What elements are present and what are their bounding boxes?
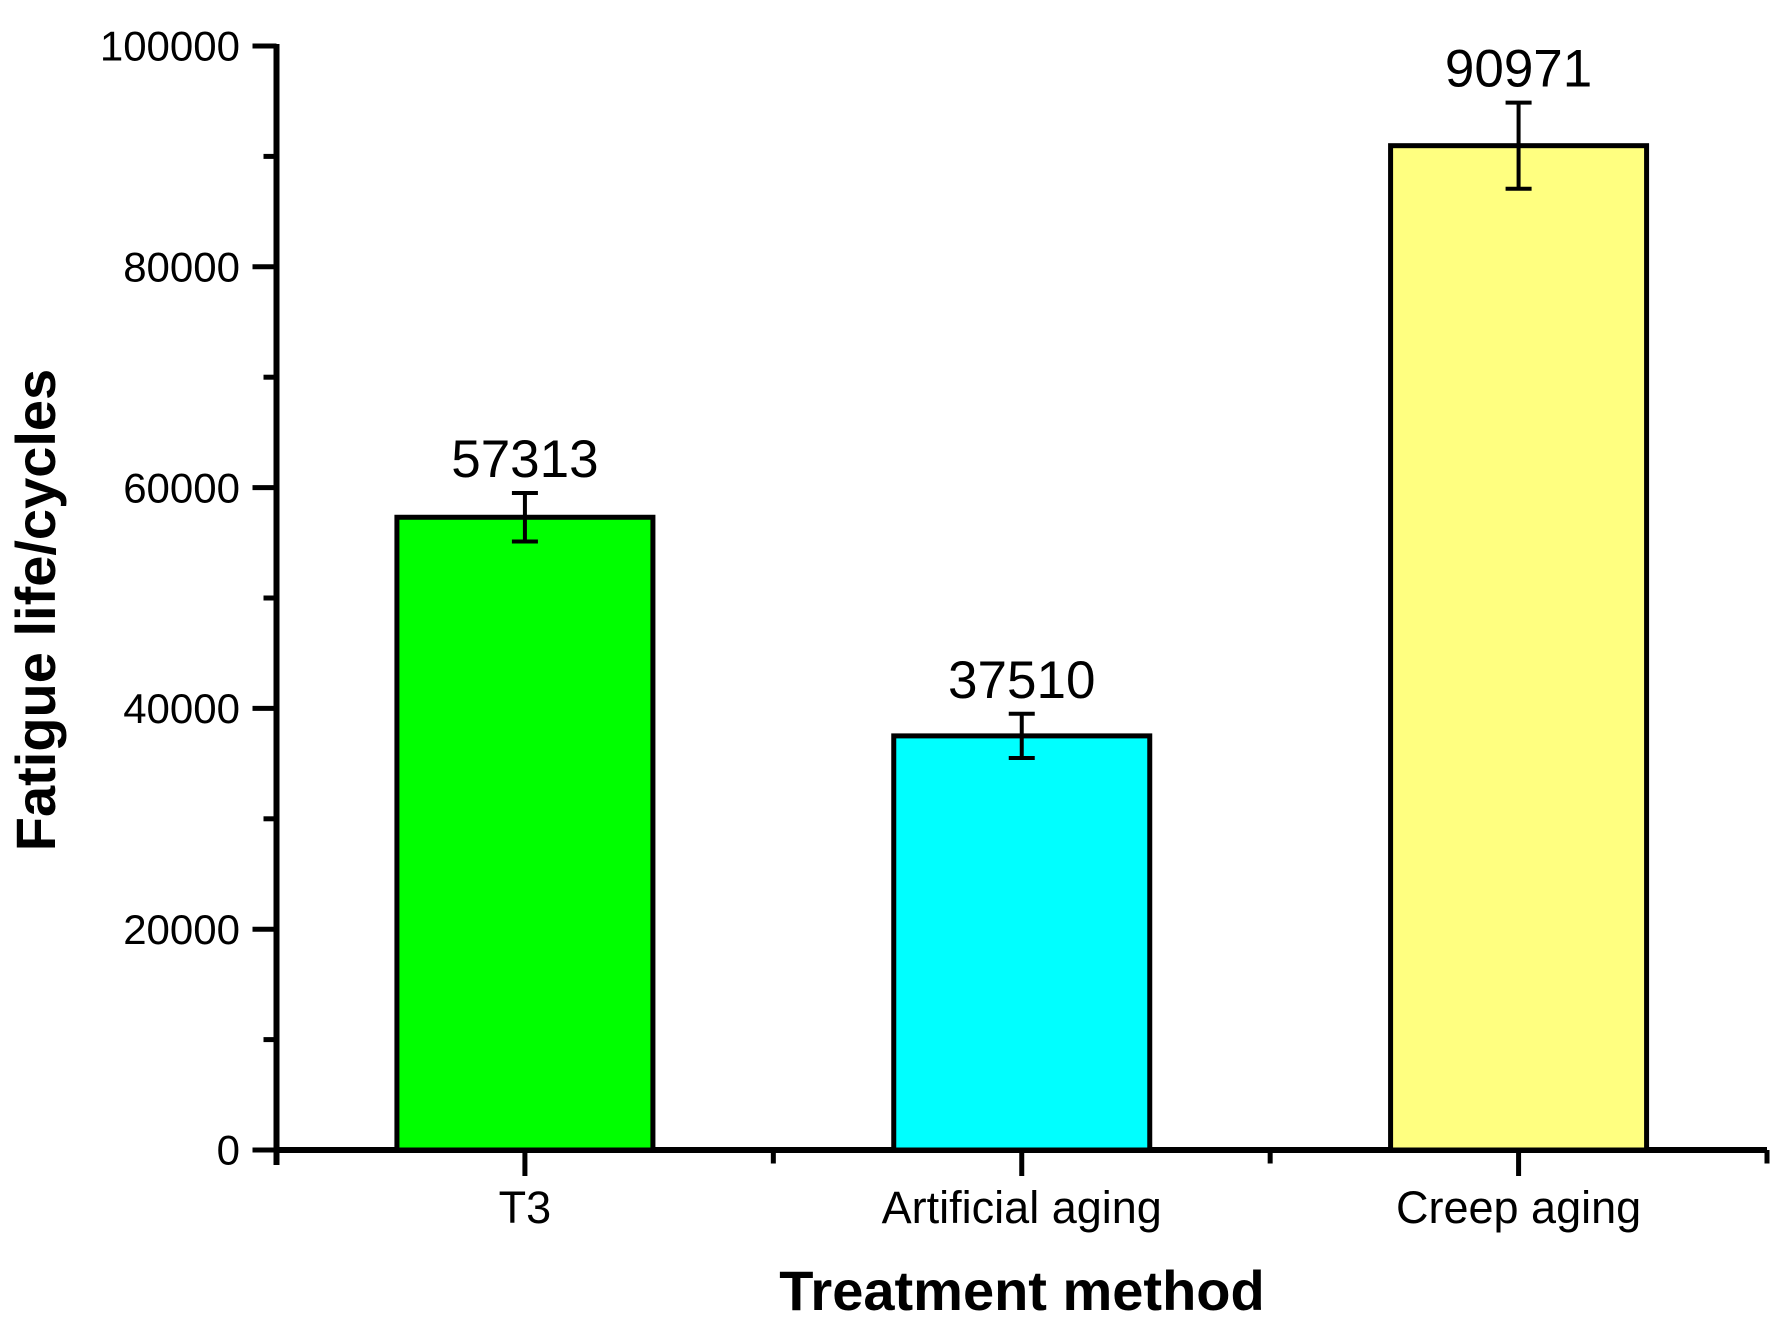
y-tick-label: 100000 bbox=[100, 23, 240, 70]
x-tick-label: Artificial aging bbox=[882, 1182, 1162, 1233]
y-tick-label: 20000 bbox=[123, 906, 240, 953]
bar bbox=[394, 514, 656, 1153]
bar bbox=[891, 733, 1153, 1153]
chart-generated-layer: 0 20000 40000 60000 80000 100000 57313 T3 37510 A… bbox=[100, 23, 1770, 1233]
bar bbox=[1388, 143, 1650, 1153]
y-tick-label: 40000 bbox=[123, 685, 240, 732]
y-tick-label: 80000 bbox=[123, 244, 240, 291]
x-tick-label: Creep aging bbox=[1396, 1182, 1641, 1233]
x-axis-title: Treatment method bbox=[779, 1259, 1264, 1322]
bar-value-label: 37510 bbox=[948, 651, 1095, 710]
y-tick-label: 60000 bbox=[123, 464, 240, 511]
x-tick-label: T3 bbox=[499, 1182, 552, 1233]
bar-value-label: 90971 bbox=[1445, 40, 1592, 99]
y-tick-label: 0 bbox=[217, 1127, 240, 1174]
y-axis-title: Fatigue life/cycles bbox=[4, 369, 67, 851]
bar-value-label: 57313 bbox=[451, 430, 598, 489]
